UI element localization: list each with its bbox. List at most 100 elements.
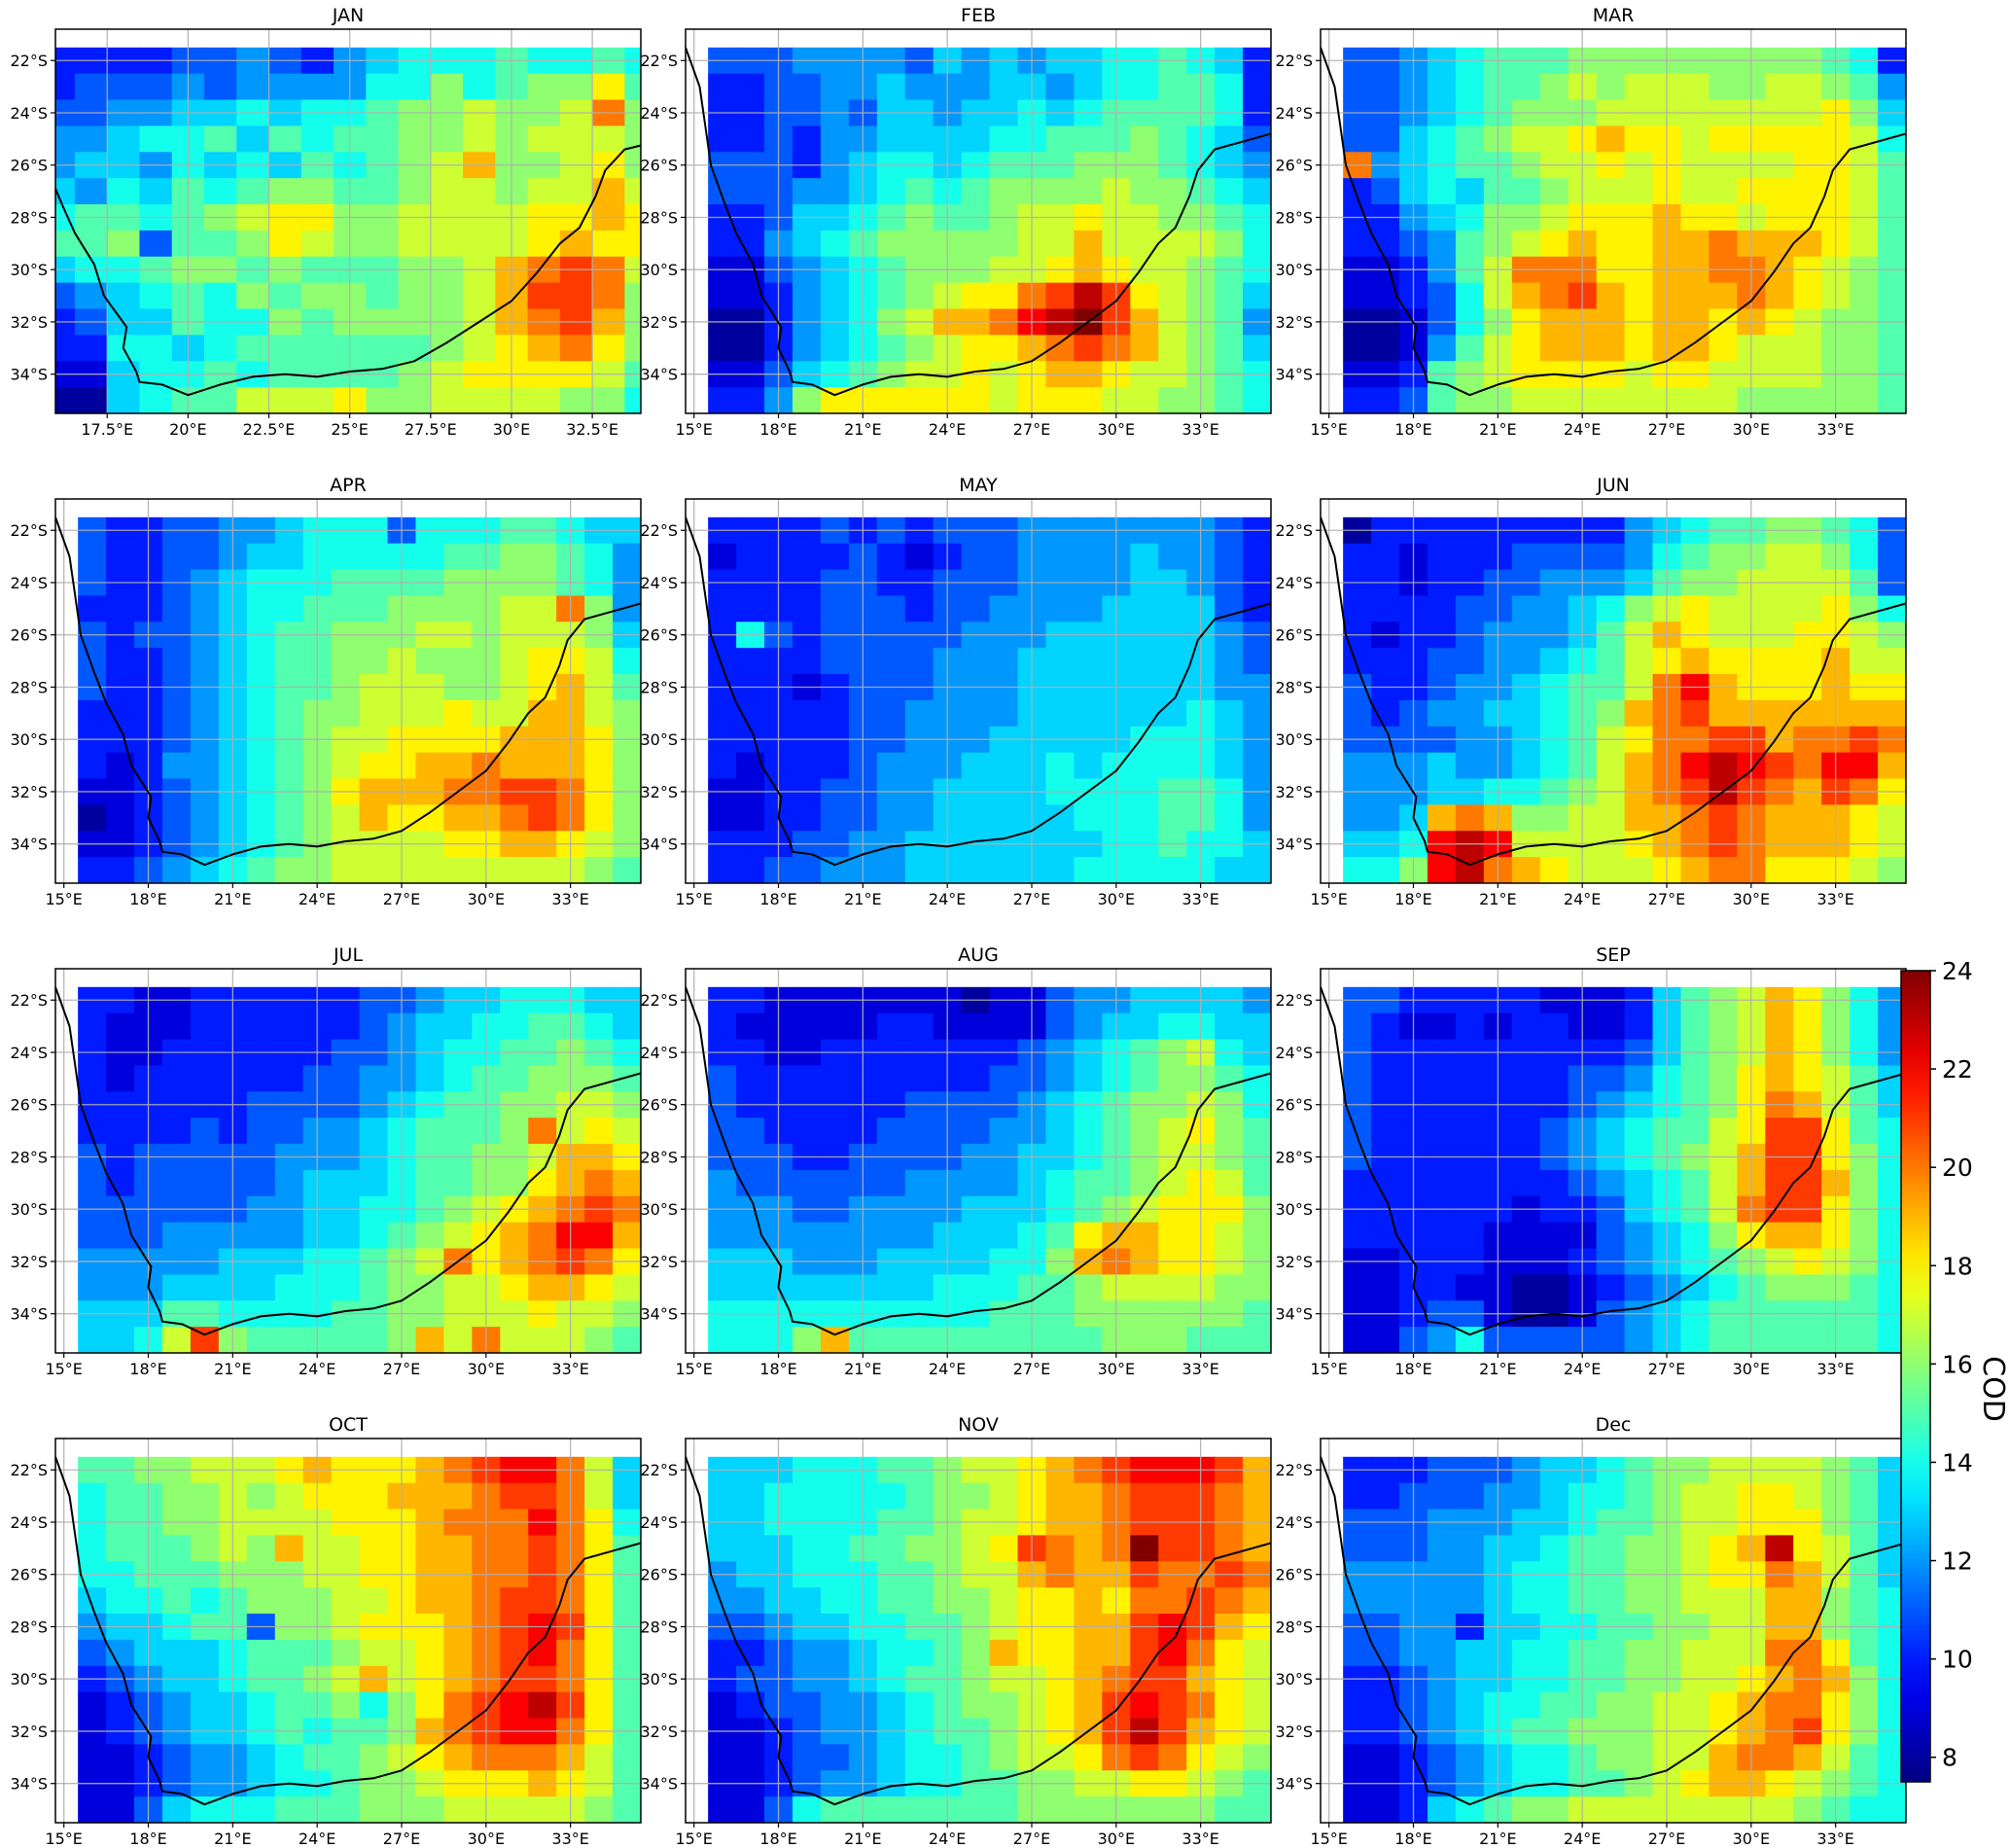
heatmap-cell: [584, 1327, 614, 1353]
heatmap-cell: [106, 857, 135, 883]
heatmap-cell: [1624, 648, 1654, 675]
heatmap-cells: [708, 516, 1271, 883]
heatmap-cell: [190, 1274, 220, 1301]
heatmap-cell: [1371, 1013, 1400, 1041]
heatmap-cell: [1455, 73, 1485, 101]
heatmap-cell: [331, 1274, 361, 1301]
heatmap-cell: [1539, 1327, 1569, 1353]
heatmap-cell: [443, 1744, 473, 1771]
heatmap-cell: [1455, 752, 1485, 780]
heatmap-cell: [876, 1482, 906, 1510]
heatmap-cell: [1158, 1796, 1187, 1823]
heatmap-cell: [106, 1274, 135, 1301]
heatmap-cell: [1158, 1013, 1187, 1041]
heatmap-cell: [1765, 1065, 1794, 1092]
heatmap-cell: [366, 73, 400, 101]
heatmap-cell: [398, 230, 432, 258]
heatmap-cell: [139, 73, 173, 101]
heatmap-cell: [820, 1482, 850, 1510]
heatmap-cell: [1215, 648, 1244, 675]
heatmap-cell: [613, 1744, 641, 1771]
heatmap-cell: [708, 1327, 737, 1353]
heatmap-cell: [190, 1013, 220, 1041]
heatmap-cell: [736, 178, 765, 205]
heatmap-cell: [1130, 1639, 1159, 1667]
heatmap-cell: [463, 282, 496, 310]
heatmap-cell: [106, 1169, 135, 1197]
heatmap-cell: [528, 1639, 557, 1667]
heatmap-cell: [904, 1274, 934, 1301]
heatmap-cells: [78, 986, 641, 1353]
heatmap-cell: [613, 595, 641, 622]
heatmap-cell: [1539, 1691, 1569, 1720]
heatmap-cell: [1427, 752, 1457, 780]
panel-title: JUL: [333, 944, 364, 966]
heatmap-cell: [820, 1744, 850, 1771]
heatmap-cell: [1045, 1535, 1075, 1562]
heatmap-cell: [876, 73, 906, 101]
heatmap-cell: [1624, 857, 1654, 883]
heatmap-cell: [1878, 335, 1906, 362]
lat-tick-label: 30°S: [10, 261, 48, 279]
heatmap-cell: [820, 1169, 850, 1197]
heatmap-cell: [359, 1639, 389, 1667]
heatmap-cell: [1878, 543, 1906, 571]
heatmap-cell: [1215, 1587, 1244, 1615]
heatmap-cell: [1130, 1691, 1159, 1720]
heatmap-cell: [274, 699, 304, 728]
heatmap-cell: [1427, 335, 1457, 362]
heatmap-cell: [1427, 1796, 1457, 1823]
lon-tick-label: 27°E: [1013, 1830, 1050, 1848]
heatmap-cell: [300, 387, 335, 413]
heatmap-cell: [1596, 335, 1626, 362]
heatmap-cell: [584, 1587, 614, 1615]
heatmap-cell: [820, 1639, 850, 1667]
heatmap-cell: [527, 230, 561, 258]
heatmap-cell: [584, 1691, 614, 1720]
heatmap-cell: [1793, 282, 1822, 310]
heatmap-cell: [443, 595, 473, 622]
lon-tick-label: 24°E: [299, 1360, 335, 1378]
coastline: [686, 986, 1271, 1336]
heatmap-cell: [443, 1169, 473, 1197]
lat-tick-label: 28°S: [10, 208, 48, 227]
gridlines: [55, 29, 641, 413]
heatmap-cell: [1158, 1274, 1187, 1301]
heatmap-cell: [1243, 73, 1271, 101]
panel-nov: NOV 22°S 24°S 26°S 28°S 30°S 32°S 34°S 15°E 18°E 2…: [640, 1414, 1272, 1848]
heatmap-cell: [74, 335, 108, 362]
heatmap-cell: [904, 73, 934, 101]
heatmap-cell: [430, 387, 464, 413]
heatmap-cell: [961, 1482, 991, 1510]
heatmap-cell: [961, 73, 991, 101]
heatmap-cell: [331, 1118, 361, 1145]
heatmap-cell: [1765, 1013, 1794, 1041]
heatmap-cell: [1539, 543, 1569, 571]
heatmap-cell: [820, 1065, 850, 1092]
heatmap-cell: [443, 648, 473, 675]
heatmap-cell: [1765, 282, 1794, 310]
heatmap-cell: [792, 125, 822, 153]
heatmap-cell: [1045, 857, 1075, 883]
heatmap-cell: [1455, 335, 1485, 362]
heatmap-cell: [1765, 1796, 1794, 1823]
heatmap-cell: [106, 1639, 135, 1667]
heatmap-cell: [161, 1327, 192, 1353]
heatmap-cell: [190, 1744, 220, 1771]
lat-tick-label: 28°S: [1275, 208, 1313, 227]
heatmap-cell: [1074, 335, 1103, 362]
lat-tick-label: 32°S: [640, 1253, 678, 1271]
heatmap-cell: [1596, 1535, 1626, 1562]
panel-title: FEB: [961, 5, 996, 26]
lat-tick-label: 34°S: [1275, 366, 1313, 384]
heatmap-cell: [1427, 282, 1457, 310]
heatmap-cell: [1045, 125, 1075, 153]
lat-tick-label: 28°S: [1275, 1148, 1313, 1166]
heatmap-cell: [1765, 804, 1794, 832]
heatmap-cell: [443, 1013, 473, 1041]
heatmap-cell: [161, 595, 192, 622]
heatmap-cell: [904, 1587, 934, 1615]
heatmap-cell: [78, 1222, 107, 1250]
lon-tick-label: 18°E: [129, 890, 166, 908]
heatmap-cell: [584, 1796, 614, 1823]
